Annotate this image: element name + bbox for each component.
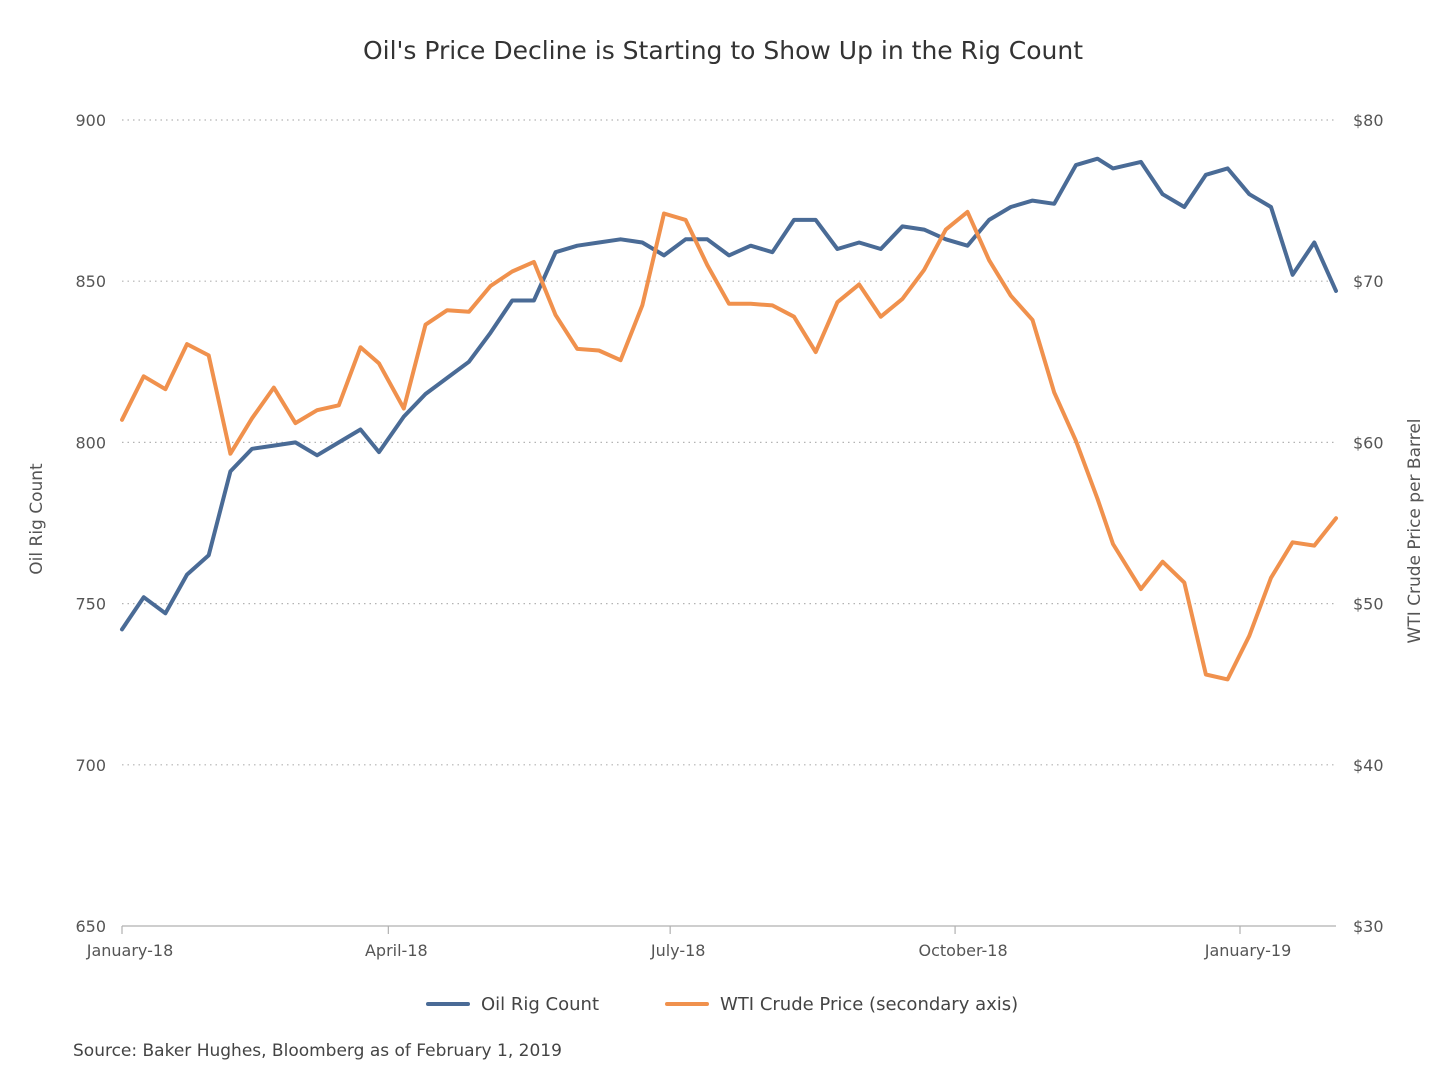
x-axis: January-18 April-18 July-18 October-18 Janua…	[86, 925, 1336, 960]
x-tick-label: July-18	[650, 941, 706, 960]
y-tick-label: 900	[75, 111, 106, 130]
series-layer	[120, 156, 1338, 682]
series-line-wti-crude-price	[120, 209, 1338, 682]
y-tick-label: 650	[75, 917, 106, 936]
series-line-oil-rig-count	[120, 156, 1338, 632]
y-tick-label: 800	[75, 433, 106, 452]
y2-axis-ticks: $80 $70 $60 $50 $40 $30	[1353, 111, 1384, 936]
y2-tick-label: $80	[1353, 111, 1384, 130]
source-note: Source: Baker Hughes, Bloomberg as of Fe…	[73, 1041, 562, 1061]
legend-label-wti: WTI Crude Price (secondary axis)	[720, 994, 1018, 1015]
x-tick-label: January-19	[1204, 941, 1292, 960]
y-axis-title: Oil Rig Count	[27, 463, 47, 575]
y2-axis-title: WTI Crude Price per Barrel	[1405, 419, 1425, 644]
legend-label-rig-count: Oil Rig Count	[481, 994, 599, 1015]
chart-title: Oil's Price Decline is Starting to Show …	[363, 36, 1083, 65]
y2-tick-label: $40	[1353, 756, 1384, 775]
gridlines	[122, 119, 1336, 766]
y2-tick-label: $70	[1353, 272, 1384, 291]
y-tick-label: 700	[75, 756, 106, 775]
x-tick-label: October-18	[919, 941, 1008, 960]
y-axis-ticks: 900 850 800 750 700 650	[75, 111, 106, 936]
y2-tick-label: $60	[1353, 433, 1384, 452]
y2-tick-label: $50	[1353, 595, 1384, 614]
x-tick-label: January-18	[86, 941, 174, 960]
y-tick-label: 850	[75, 272, 106, 291]
legend: Oil Rig Count WTI Crude Price (secondary…	[426, 994, 1018, 1015]
y2-tick-label: $30	[1353, 917, 1384, 936]
y-tick-label: 750	[75, 595, 106, 614]
x-tick-label: April-18	[365, 941, 428, 960]
